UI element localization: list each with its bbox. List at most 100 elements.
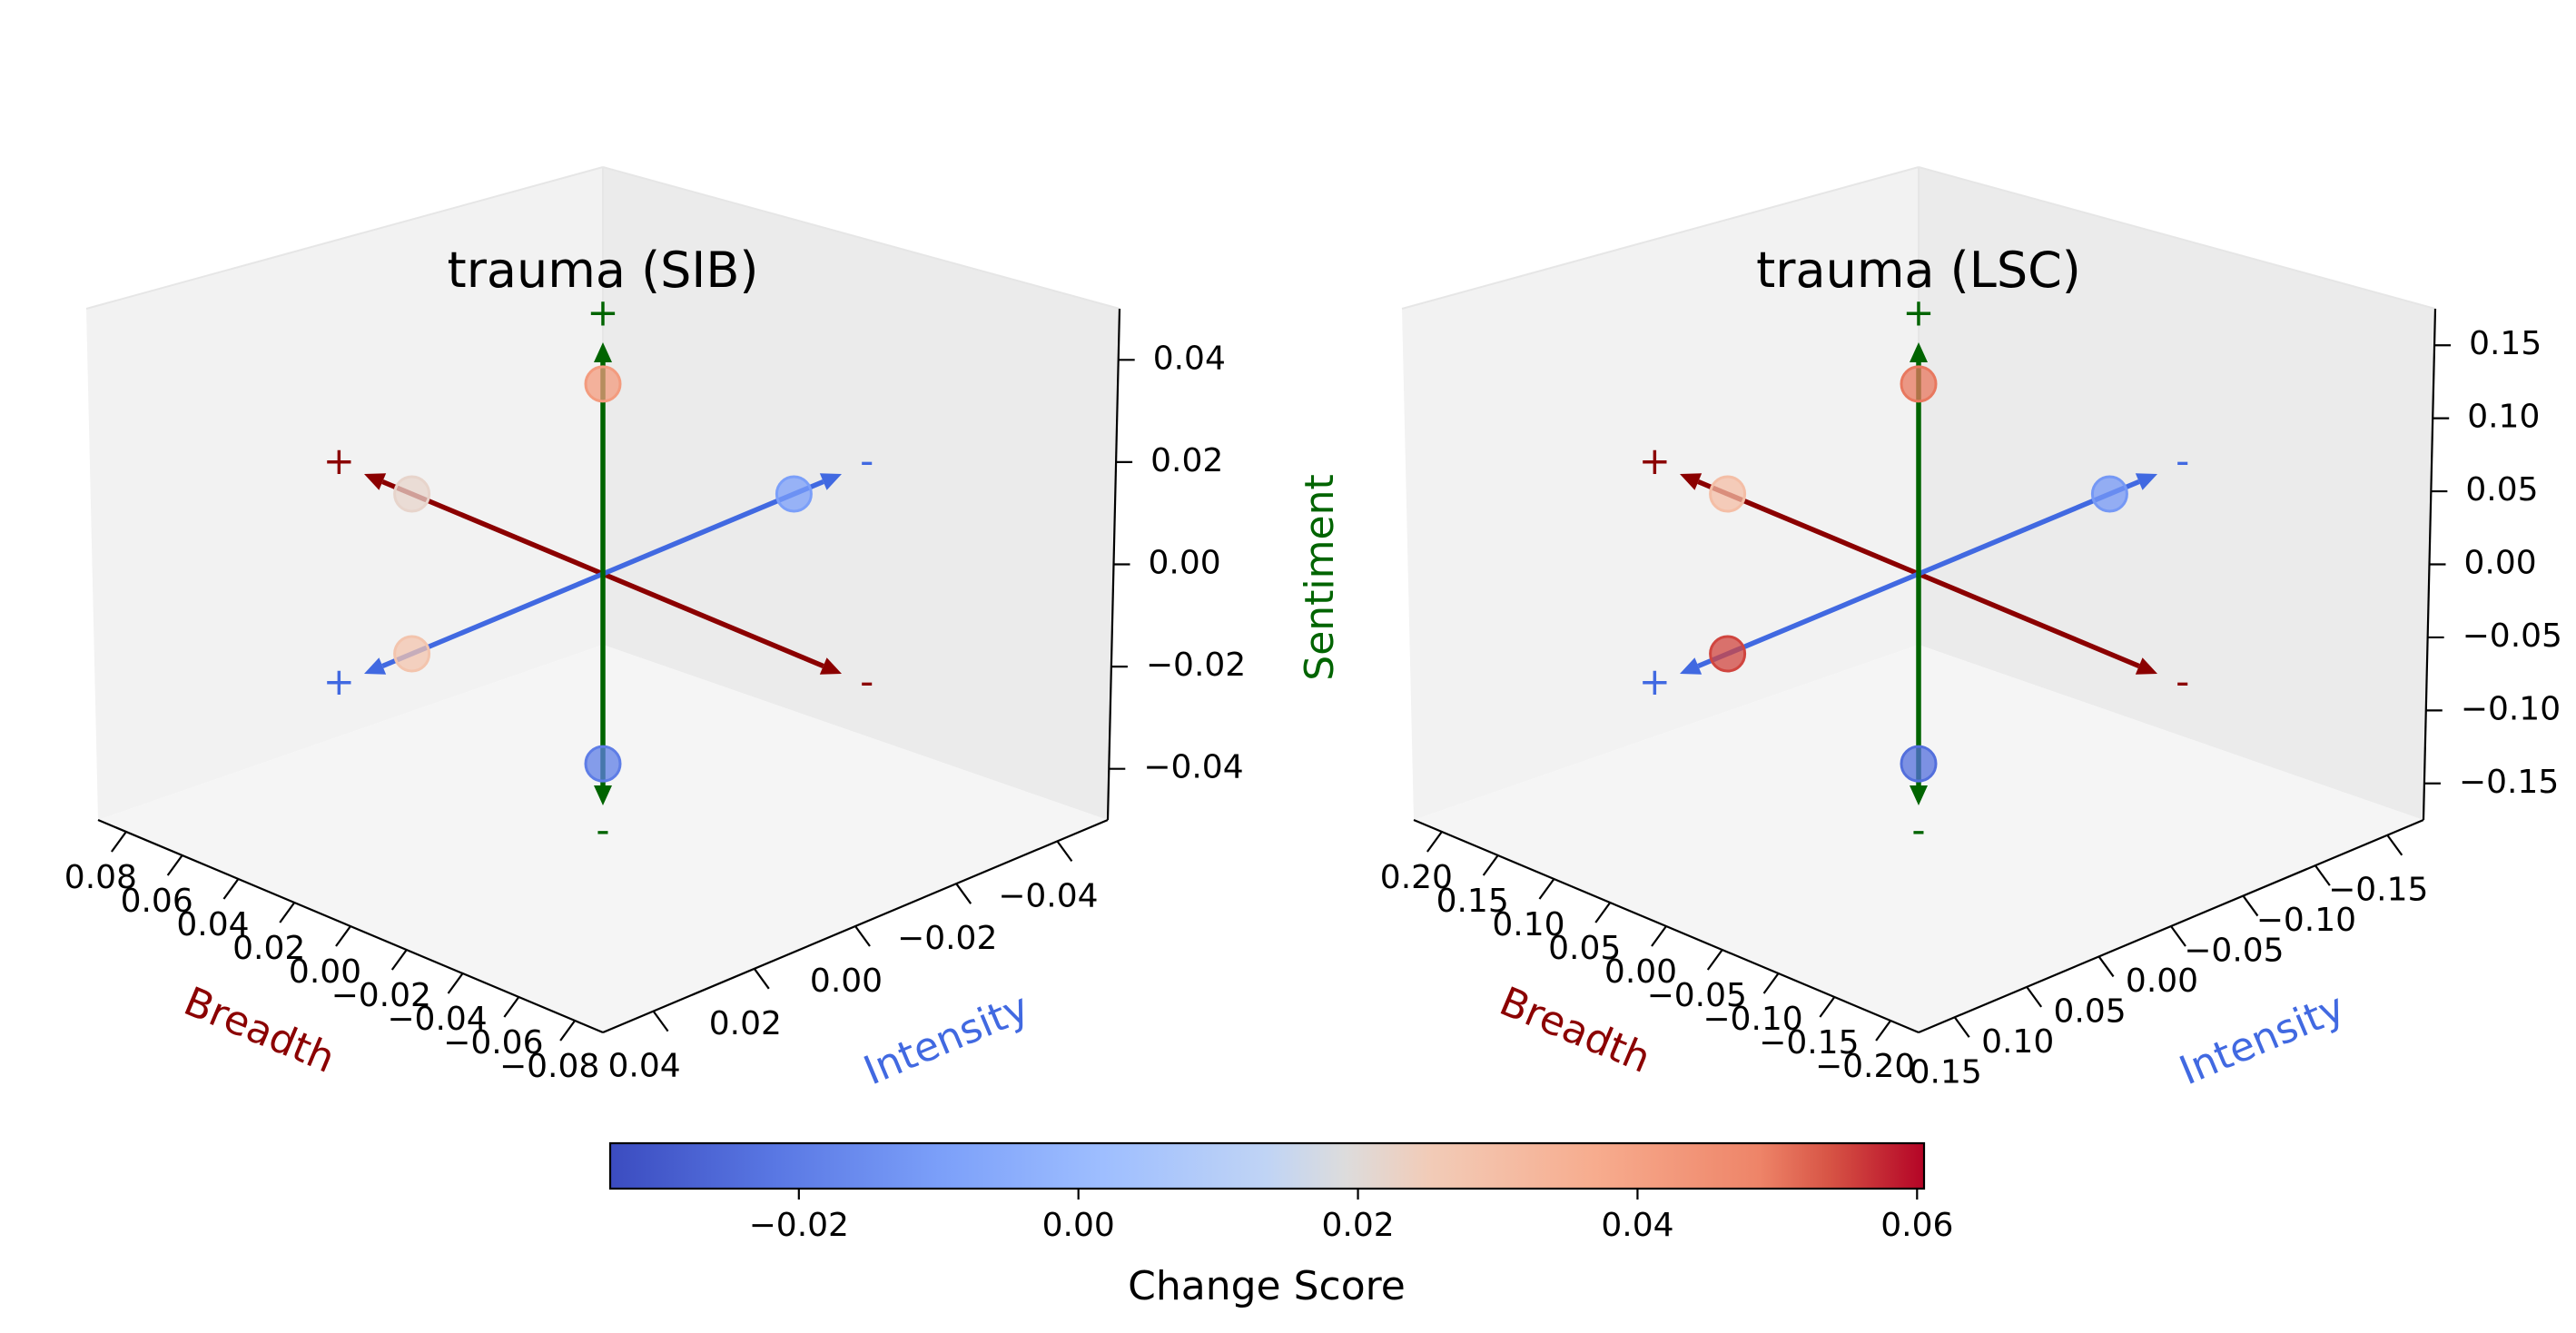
point-breadth-positive <box>1709 475 1747 513</box>
intensity-axis-tick <box>2386 834 2403 856</box>
breadth-axis-tick-label: 0.05 <box>1548 930 1621 967</box>
colorbar-tick-label: 0.00 <box>1042 1207 1115 1244</box>
intensity-axis-tick-label: −0.02 <box>897 920 997 957</box>
breadth-axis-tick <box>279 902 296 923</box>
intensity-axis-tick-label: −0.10 <box>2256 902 2356 939</box>
breadth-axis-tick <box>1651 925 1667 947</box>
sentiment-positive-arrow-head <box>1910 342 1928 362</box>
point-intensity-positive <box>393 635 431 673</box>
breadth-axis-tick-label: 0.08 <box>64 859 137 896</box>
breadth-axis-tick-label: 0.10 <box>1492 906 1564 943</box>
sentiment-axis-tick-label: −0.02 <box>1146 647 1246 684</box>
intensity-axis-tick <box>1056 840 1073 863</box>
breadth-axis-label: Breadth <box>1493 978 1657 1082</box>
intensity-axis-tick <box>2170 925 2186 947</box>
data-points <box>393 365 813 783</box>
back-left-pane <box>1402 167 1919 820</box>
sentiment-axis-tick-label: 0.00 <box>1149 545 1221 582</box>
sentiment-axis-tick-label: 0.04 <box>1153 340 1226 377</box>
sentiment-negative-arrow-head <box>1910 785 1928 805</box>
intensity-axis-tick <box>955 883 972 904</box>
chart-title: trauma (SIB) <box>448 242 759 299</box>
intensity-negative-sign: - <box>860 439 873 483</box>
breadth-axis-tick <box>1538 878 1555 900</box>
intensity-axis-tick-label: 0.10 <box>1981 1023 2054 1061</box>
breadth-axis-tick-label: 0.15 <box>1436 883 1509 920</box>
breadth-axis-tick-label: −0.15 <box>1759 1024 1859 1061</box>
chart-panel-lsc: 0.200.150.100.050.00−0.05−0.10−0.15−0.20… <box>1297 166 2562 1094</box>
breadth-negative-sign: - <box>860 659 873 704</box>
breadth-axis-label: Breadth <box>177 978 341 1082</box>
intensity-axis-ticks: −0.15−0.10−0.050.000.050.100.15 <box>1910 834 2428 1091</box>
breadth-axis-tick-label: −0.06 <box>443 1024 543 1061</box>
breadth-negative-arrow-head <box>2135 657 2157 675</box>
colorbar: −0.02 0.00 0.02 0.04 0.06 Change Score <box>608 1141 1953 1309</box>
breadth-axis-tick <box>1594 902 1612 923</box>
chart-title: trauma (LSC) <box>1756 242 2081 299</box>
intensity-axis-tick-label: 0.02 <box>709 1005 782 1042</box>
intensity-axis-ticks: −0.04−0.02 0.00 0.02 0.04 <box>608 840 1099 1085</box>
breadth-axis-tick-label: −0.10 <box>1703 1001 1802 1038</box>
intensity-axis-tick <box>2097 955 2115 978</box>
intensity-axis-tick-label: −0.04 <box>998 877 1098 914</box>
intensity-negative-arrow-head <box>819 473 842 490</box>
colorbar-ticks: −0.02 0.00 0.02 0.04 0.06 <box>749 1189 1953 1244</box>
floor-pane <box>98 645 1108 1032</box>
data-points <box>1709 365 2128 783</box>
breadth-axis-tick <box>166 854 183 876</box>
sentiment-negative-sign: - <box>596 808 609 853</box>
intensity-axis-tick <box>1953 1016 1970 1038</box>
intensity-positive-sign: + <box>1639 659 1671 704</box>
sentiment-positive-sign: + <box>1902 291 1934 335</box>
breadth-axis-tick <box>559 1020 577 1042</box>
breadth-axis-tick <box>447 973 464 994</box>
point-intensity-negative <box>2090 475 2128 513</box>
sentiment-positive-sign: + <box>587 291 618 335</box>
breadth-axis-tick <box>1706 949 1723 971</box>
intensity-axis-tick-label: 0.04 <box>608 1048 681 1085</box>
back-right-pane <box>1919 167 2435 820</box>
breadth-positive-sign: + <box>1639 439 1671 483</box>
intensity-axis-label: Intensity <box>2173 984 2351 1094</box>
sentiment-axis-tick-label: 0.00 <box>2464 545 2537 582</box>
intensity-axis-tick <box>2314 864 2331 886</box>
breadth-positive-sign: + <box>323 439 355 483</box>
point-sentiment-positive <box>1900 365 1938 403</box>
point-sentiment-negative <box>584 745 622 783</box>
breadth-negative-sign: - <box>2176 659 2189 704</box>
breadth-axis-tick-label: 0.06 <box>121 883 193 920</box>
panes <box>1402 167 2435 1032</box>
point-intensity-positive <box>1709 635 1747 673</box>
breadth-axis-tick <box>1819 996 1836 1018</box>
intensity-axis-tick <box>753 968 770 990</box>
intensity-axis-tick-label: 0.15 <box>1910 1053 1982 1091</box>
breadth-axis-tick <box>335 925 351 947</box>
intensity-axis-tick-label: −0.05 <box>2184 933 2284 970</box>
breadth-axis-tick <box>1426 831 1443 853</box>
breadth-axis-tick-label: −0.04 <box>387 1001 487 1038</box>
breadth-axis-tick <box>1762 973 1780 994</box>
breadth-negative-arrow-shaft <box>1917 571 2140 669</box>
breadth-axis-tick-label: −0.20 <box>1815 1048 1915 1085</box>
intensity-axis-tick-label: 0.00 <box>810 963 883 1000</box>
breadth-axis-tick-label: 0.00 <box>289 953 361 991</box>
breadth-axis-tick <box>390 949 408 971</box>
intensity-axis-tick <box>2026 986 2043 1008</box>
breadth-axis-tick-label: 0.02 <box>232 930 305 967</box>
sentiment-axis-tick-label: 0.02 <box>1150 442 1223 479</box>
colorbar-tick-label: −0.02 <box>749 1207 849 1244</box>
colorbar-label: Change Score <box>1128 1263 1406 1309</box>
intensity-negative-arrow-head <box>2135 473 2157 490</box>
sentiment-axis-ticks: 0.04 0.02 0.00 −0.02 −0.04 <box>1109 340 1246 786</box>
colorbar-tick-label: 0.02 <box>1321 1207 1394 1244</box>
intensity-axis-tick <box>854 925 871 947</box>
point-intensity-negative <box>775 475 813 513</box>
intensity-axis-tick <box>2242 894 2259 917</box>
breadth-negative-arrow-shaft <box>601 571 824 669</box>
sentiment-axis-tick-label: −0.04 <box>1143 749 1243 786</box>
sentiment-axis-label: Sentiment <box>1297 474 1343 680</box>
sentiment-axis-tick-label: −0.05 <box>2462 617 2562 655</box>
breadth-axis-tick-label: 0.00 <box>1604 953 1677 991</box>
breadth-axis-tick-label: 0.04 <box>176 906 249 943</box>
